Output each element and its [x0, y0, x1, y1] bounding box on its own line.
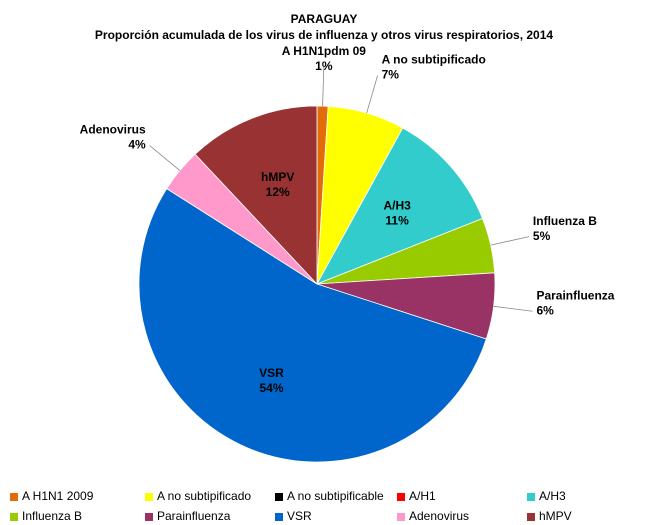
legend-swatch [275, 513, 283, 521]
legend-swatch [275, 493, 283, 501]
legend-label: Adenovirus [409, 509, 469, 523]
slice-value-label: 6% [536, 303, 554, 317]
legend-label: Parainfluenza [157, 509, 231, 523]
legend-swatch [145, 513, 153, 521]
legend-label: hMPV [539, 509, 572, 523]
leader-line [493, 305, 533, 312]
slice-label: A/H3 [383, 199, 411, 213]
leader-line [149, 145, 181, 171]
pie-slice [194, 105, 318, 286]
chart-subtitle: Proporción acumulada de los virus de inf… [95, 28, 553, 42]
slice-label: Parainfluenza [536, 288, 614, 302]
legend-swatch [145, 493, 153, 501]
pie-slice [138, 188, 487, 463]
chart-title: PARAGUAY [291, 12, 358, 26]
slice-value-label: 54% [260, 381, 284, 395]
slice-label: A H1N1pdm 09 [282, 44, 367, 58]
slice-value-label: 4% [128, 138, 146, 152]
slice-value-label: 7% [382, 68, 400, 82]
legend-label: A no subtipificado [157, 489, 251, 503]
legend-label: A/H3 [539, 489, 566, 503]
legend-swatch [527, 493, 535, 501]
legend-swatch [10, 513, 18, 521]
slice-value-label: 11% [385, 214, 409, 228]
slice-label: VSR [259, 366, 284, 380]
pie-slice [316, 127, 484, 285]
legend-swatch [10, 493, 18, 501]
slice-label: Adenovirus [80, 123, 146, 137]
legend-swatch [527, 513, 535, 521]
legend-label: A no subtipificable [287, 489, 384, 503]
slice-label: Influenza B [533, 214, 597, 228]
legend-label: VSR [287, 509, 312, 523]
legend-label: A H1N1 2009 [22, 489, 94, 503]
slice-value-label: 5% [533, 229, 551, 243]
legend-label: Influenza B [22, 509, 82, 523]
legend-label: A/H1 [409, 489, 436, 503]
leader-line [322, 66, 325, 107]
legend-swatch [397, 493, 405, 501]
slice-label: hMPV [261, 170, 294, 184]
slice-value-label: 12% [266, 185, 290, 199]
leader-line [366, 75, 378, 114]
leader-line [490, 236, 530, 246]
legend-swatch [397, 513, 405, 521]
slice-value-label: 1% [315, 59, 333, 73]
slice-label: A no subtipificado [382, 53, 486, 67]
